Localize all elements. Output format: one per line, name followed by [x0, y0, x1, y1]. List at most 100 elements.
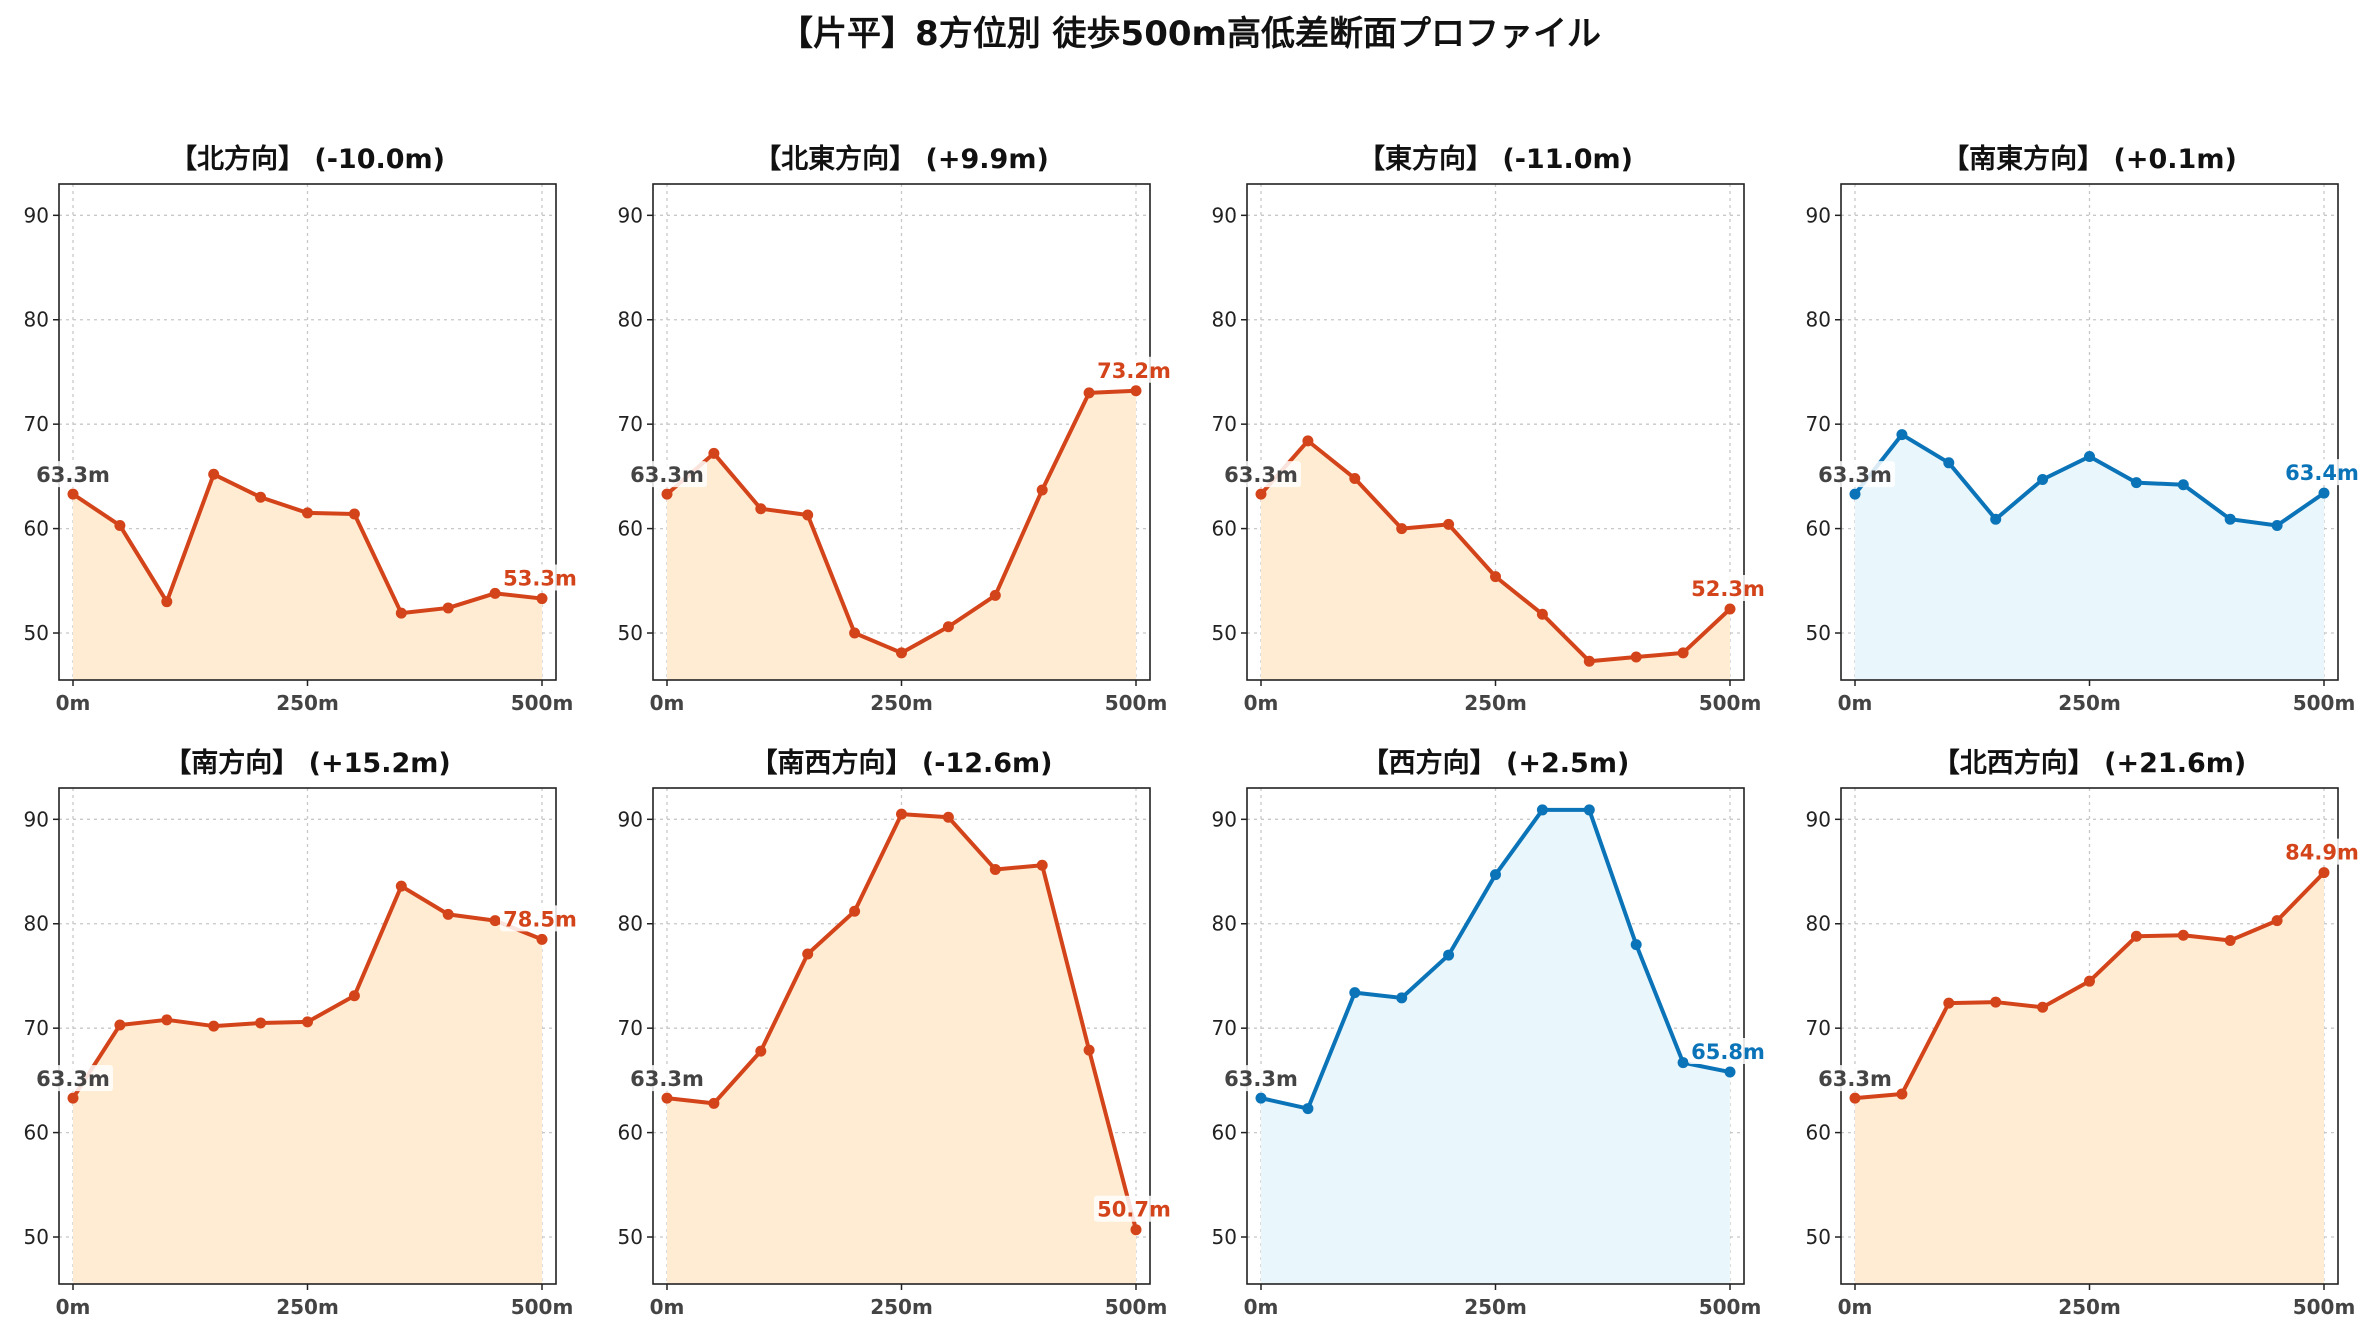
- data-point: [1943, 457, 1955, 469]
- x-tick-label: 0m: [650, 691, 685, 715]
- data-point: [1083, 1044, 1095, 1056]
- data-point: [1490, 869, 1501, 881]
- y-tick-label: 90: [1806, 807, 1831, 831]
- start-label: 63.3m: [36, 1067, 110, 1091]
- y-tick-label: 50: [1806, 621, 1831, 645]
- data-point: [1255, 488, 1267, 500]
- x-tick-label: 250m: [2058, 1295, 2121, 1319]
- y-tick-label: 60: [1212, 517, 1237, 541]
- end-label-bg: [1688, 574, 1768, 601]
- data-point: [302, 1016, 313, 1028]
- x-tick-label: 0m: [650, 1295, 685, 1319]
- start-label: 63.3m: [1224, 463, 1298, 487]
- data-point: [1130, 1224, 1142, 1236]
- panel-title: 【北方向】 (-10.0m): [170, 143, 445, 175]
- data-point: [1724, 603, 1736, 615]
- start-label: 63.3m: [1224, 1067, 1298, 1091]
- data-point: [989, 589, 1001, 601]
- data-point: [2271, 519, 2283, 531]
- y-tick-label: 50: [1212, 621, 1237, 645]
- data-point: [1255, 1092, 1267, 1104]
- data-point: [1990, 513, 2002, 525]
- data-point: [896, 808, 907, 820]
- data-point: [849, 905, 861, 917]
- y-tick-label: 80: [1806, 912, 1831, 936]
- data-point: [395, 607, 407, 619]
- data-point: [67, 488, 79, 500]
- data-point: [302, 507, 313, 519]
- data-point: [849, 627, 861, 639]
- x-tick-label: 500m: [1699, 691, 1762, 715]
- chart-panel: 【南東方向】 (+0.1m) 50 60 70 80 90 0m 250m 500m 63.3m 6…: [1806, 143, 2362, 715]
- data-point: [2130, 930, 2142, 942]
- y-tick-label: 80: [1806, 308, 1831, 332]
- data-point: [67, 1092, 79, 1104]
- data-point: [114, 1019, 126, 1031]
- figure-title: 【片平】8方位別 徒歩500m高低差断面プロファイル: [779, 14, 1601, 54]
- area-fill: [1855, 872, 2324, 1284]
- data-point: [536, 593, 548, 605]
- end-label: 63.4m: [2285, 461, 2359, 485]
- y-tick-label: 60: [24, 1121, 49, 1145]
- area-fill: [73, 886, 542, 1284]
- y-tick-label: 90: [24, 807, 49, 831]
- chart-panel: 【北東方向】 (+9.9m) 50 60 70 80 90 0m 250m 500m 63.3m 7…: [618, 143, 1174, 715]
- data-point: [1490, 571, 1501, 583]
- end-label: 52.3m: [1691, 577, 1765, 601]
- x-tick-label: 0m: [1838, 1295, 1873, 1319]
- x-tick-label: 250m: [870, 691, 933, 715]
- y-tick-label: 50: [24, 621, 49, 645]
- chart-panel: 【南方向】 (+15.2m) 50 60 70 80 90 0m 250m 500m 63.3m 7…: [24, 747, 580, 1319]
- y-tick-label: 50: [1212, 1225, 1237, 1249]
- data-point: [442, 908, 454, 920]
- end-label: 84.9m: [2285, 841, 2359, 865]
- data-point: [1443, 949, 1455, 961]
- y-tick-label: 90: [24, 203, 49, 227]
- y-tick-label: 70: [24, 412, 49, 436]
- data-point: [536, 933, 548, 945]
- start-label-bg: [1815, 1065, 1895, 1092]
- end-label: 65.8m: [1691, 1040, 1765, 1064]
- data-point: [348, 508, 360, 520]
- data-point: [1349, 987, 1361, 999]
- y-tick-label: 50: [1806, 1225, 1831, 1249]
- y-tick-label: 70: [1212, 412, 1237, 436]
- end-label-bg: [1094, 356, 1174, 383]
- data-point: [755, 503, 767, 515]
- data-point: [1396, 992, 1408, 1004]
- data-point: [1630, 651, 1642, 663]
- data-point: [208, 468, 220, 480]
- end-label-bg: [500, 564, 580, 591]
- y-tick-label: 60: [1806, 517, 1831, 541]
- data-point: [255, 491, 267, 503]
- data-point: [2318, 487, 2330, 499]
- data-point: [661, 488, 673, 500]
- y-tick-label: 70: [24, 1016, 49, 1040]
- y-tick-label: 50: [618, 1225, 643, 1249]
- data-point: [1896, 429, 1908, 441]
- panel-title: 【北東方向】 (+9.9m): [754, 143, 1049, 175]
- data-point: [2037, 1001, 2049, 1013]
- y-tick-label: 70: [618, 1016, 643, 1040]
- start-label-bg: [33, 1065, 113, 1092]
- data-point: [1302, 1103, 1314, 1115]
- panel-title: 【南東方向】 (+0.1m): [1942, 143, 2237, 175]
- end-label-bg: [1688, 1038, 1768, 1065]
- x-tick-label: 250m: [1464, 1295, 1527, 1319]
- x-tick-label: 0m: [1838, 691, 1873, 715]
- x-tick-label: 0m: [56, 1295, 91, 1319]
- x-tick-label: 250m: [276, 1295, 339, 1319]
- area-fill: [667, 390, 1136, 680]
- data-point: [2037, 474, 2049, 486]
- data-point: [208, 1020, 220, 1032]
- x-tick-label: 250m: [1464, 691, 1527, 715]
- data-point: [1396, 523, 1408, 535]
- chart-panel: 【北方向】 (-10.0m) 50 60 70 80 90 0m 250m 500m 63.3m 5…: [24, 143, 580, 715]
- x-tick-label: 500m: [1105, 1295, 1168, 1319]
- data-point: [1849, 1092, 1861, 1104]
- y-tick-label: 80: [618, 308, 643, 332]
- data-point: [896, 647, 907, 659]
- data-point: [1943, 997, 1955, 1009]
- data-point: [942, 621, 954, 633]
